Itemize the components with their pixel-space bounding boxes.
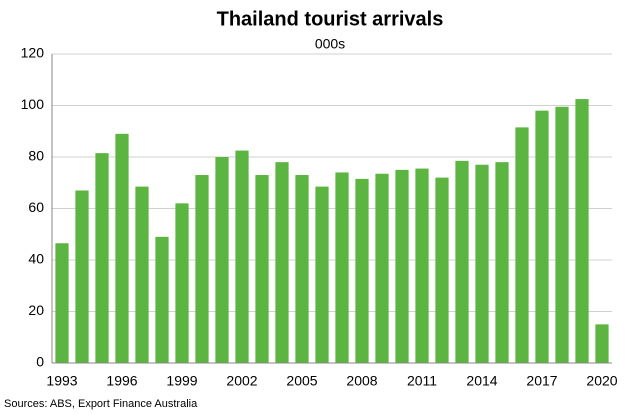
x-tick-label: 2011 bbox=[407, 373, 437, 389]
x-tick-label: 2008 bbox=[346, 373, 377, 389]
y-tick-label: 60 bbox=[28, 199, 44, 215]
bar bbox=[95, 153, 109, 363]
x-tick-label: 1996 bbox=[106, 373, 137, 389]
bar bbox=[315, 186, 329, 363]
bar bbox=[135, 186, 149, 363]
x-tick-label: 2005 bbox=[286, 373, 317, 389]
y-tick-label: 80 bbox=[28, 148, 44, 164]
x-tick-label: 1999 bbox=[166, 373, 197, 389]
bar bbox=[75, 190, 89, 363]
bar bbox=[515, 127, 529, 363]
bar bbox=[115, 133, 129, 363]
bar bbox=[575, 99, 589, 363]
x-tick-label: 1993 bbox=[46, 373, 77, 389]
chart-subtitle: 000s bbox=[315, 36, 345, 52]
x-tick-label: 2014 bbox=[466, 373, 497, 389]
bar bbox=[275, 162, 289, 363]
y-tick-label: 100 bbox=[21, 96, 45, 112]
bar bbox=[355, 178, 369, 363]
bar bbox=[255, 175, 269, 363]
source-note: Sources: ABS, Export Finance Australia bbox=[4, 398, 198, 410]
bar bbox=[335, 172, 349, 363]
bar bbox=[155, 236, 169, 363]
bar bbox=[435, 177, 449, 363]
bar bbox=[555, 106, 569, 363]
bar bbox=[535, 110, 549, 364]
bar bbox=[175, 203, 189, 363]
bar bbox=[295, 175, 309, 363]
y-tick-label: 40 bbox=[28, 251, 44, 267]
bar bbox=[395, 169, 409, 363]
bar bbox=[375, 173, 389, 363]
y-tick-label: 0 bbox=[36, 354, 44, 370]
x-tick-label: 2017 bbox=[526, 373, 557, 389]
x-tick-label: 2020 bbox=[586, 373, 617, 389]
bar bbox=[415, 168, 429, 363]
chart-title: Thailand tourist arrivals bbox=[217, 8, 444, 30]
bar bbox=[55, 243, 69, 363]
x-tick-label: 2002 bbox=[226, 373, 257, 389]
bar bbox=[495, 162, 509, 363]
bar bbox=[595, 324, 609, 363]
y-tick-label: 120 bbox=[21, 45, 45, 61]
bar bbox=[235, 150, 249, 363]
bar bbox=[455, 160, 469, 363]
bar bbox=[475, 164, 489, 363]
bar bbox=[195, 175, 209, 363]
y-tick-label: 20 bbox=[28, 302, 44, 318]
bar bbox=[215, 157, 229, 363]
